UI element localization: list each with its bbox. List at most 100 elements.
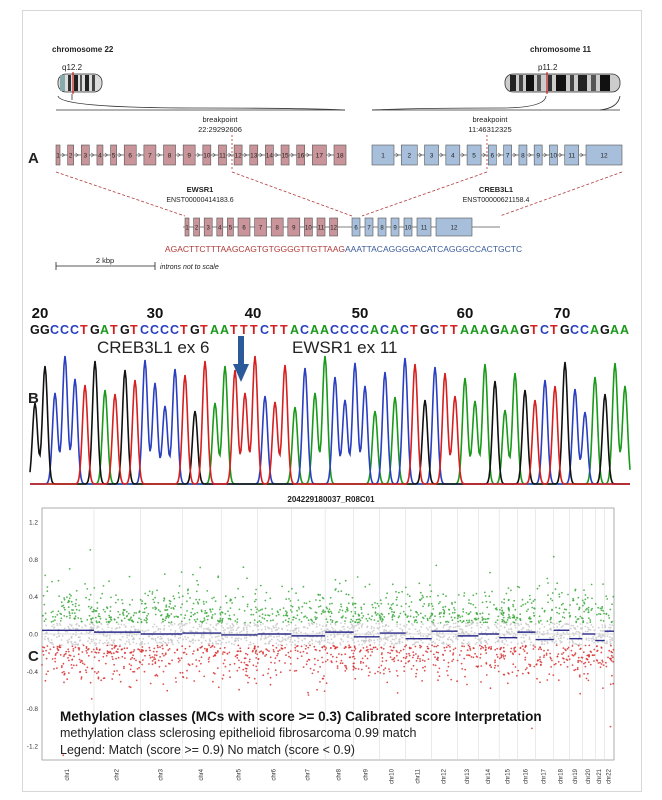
ewsr1-exon: [265, 144, 274, 166]
creb3l1-exon: [466, 144, 482, 166]
methylation-title: Methylation classes (MCs with score >= 0…: [60, 709, 542, 724]
fusion-creb3l1-exon: [364, 217, 374, 237]
fusion-ewsr1-exon-label: 4: [218, 226, 222, 232]
creb3l1-transcript: ENST00000621158.4: [463, 197, 530, 204]
panel-c-letter: C: [28, 648, 39, 665]
fusion-ewsr1-exon: [193, 217, 200, 237]
creb3l1-exon-label: 12: [600, 153, 608, 160]
creb3l1-exon-label: 2: [407, 153, 411, 160]
creb3l1-exon-label: 11: [568, 153, 575, 160]
creb3l1-exon-label: 6: [491, 153, 495, 160]
creb3l1-exon: [533, 144, 543, 166]
ewsr1-gene-track: 1 2 3 4 5 6 7 8 9 10 11 12 13 14 15 16 17 18: [55, 144, 347, 166]
chr22-ideogram: [57, 72, 103, 94]
chr22-band: q12.2: [62, 63, 83, 72]
ewsr1-exon-label: 6: [128, 153, 132, 160]
fusion-ewsr1-exon-label: 1: [185, 226, 189, 232]
fusion-ewsr1-exon-label: 7: [259, 226, 263, 232]
methylation-result: methylation class sclerosing epithelioid…: [60, 726, 417, 740]
creb3l1-exon: [503, 144, 512, 166]
ewsr1-exon: [67, 144, 74, 166]
fusion-creb3l1-exon: [403, 217, 413, 237]
bp22-title: breakpoint: [202, 115, 238, 124]
ewsr1-exon: [182, 144, 196, 166]
ewsr1-exon: [123, 144, 137, 166]
fusion-ewsr1-exon-label: 3: [207, 226, 211, 232]
fusion-ewsr1-exon: [329, 217, 338, 237]
ewsr1-exon: [312, 144, 327, 166]
fusion-ewsr1-exon: [227, 217, 234, 237]
fusion-creb3l1-exon-label: 8: [380, 226, 384, 232]
panel-b-letter: B: [28, 390, 39, 407]
ewsr1-exon: [280, 144, 290, 166]
ewsr1-exon-label: 12: [235, 153, 243, 160]
methylation-legend: Legend: Match (score >= 0.9) No match (s…: [60, 743, 355, 757]
ewsr1-exon-label: 16: [297, 153, 305, 160]
panel-a-letter: A: [28, 150, 39, 167]
creb3l1-exon: [564, 144, 580, 166]
junction-seq-left: AGACTTCTTTAAGCAGTGTGGGGTTGTTAAG: [165, 244, 345, 254]
creb3l1-exon-label: 4: [451, 153, 455, 160]
bp22-coord: 22:29292606: [198, 125, 242, 134]
fusion-ewsr1-exon-label: 8: [276, 226, 280, 232]
bp11-coord: 11:46312325: [468, 125, 511, 134]
creb3l1-exon: [371, 144, 395, 166]
ewsr1-exon: [296, 144, 306, 166]
ewsr1-exon-label: 8: [168, 153, 172, 160]
chr11-label: chromosome 11: [530, 45, 591, 54]
fusion-creb3l1-exon: [390, 217, 400, 237]
creb3l1-exon: [445, 144, 461, 166]
creb3l1-exon: [518, 144, 528, 166]
fusion-ewsr1-exon-label: 11: [318, 226, 325, 232]
ewsr1-exon: [55, 144, 61, 166]
ewsr1-exon-label: 9: [187, 153, 191, 160]
fusion-creb3l1-exon-label: 6: [354, 226, 358, 232]
ewsr1-exon-label: 18: [336, 153, 344, 160]
fusion-ewsr1-exon-label: 2: [195, 226, 199, 232]
ewsr1-exon: [333, 144, 347, 166]
fusion-ewsr1-exon: [203, 217, 213, 237]
fusion-ewsr1-exon: [254, 217, 267, 237]
scale-note: introns not to scale: [160, 264, 219, 271]
ewsr1-exon: [202, 144, 212, 166]
ewsr1-exon-label: EWSR1 ex 11: [292, 338, 398, 357]
ewsr1-exon-label: 10: [203, 153, 211, 160]
fusion-ewsr1-exon-label: 5: [229, 226, 233, 232]
ewsr1-name: EWSR1: [187, 185, 214, 194]
fusion-creb3l1-exon-label: 10: [405, 226, 412, 232]
ewsr1-exon-label: 17: [316, 153, 324, 160]
ewsr1-exon: [80, 144, 90, 166]
creb3l1-exon-label: 10: [550, 153, 558, 160]
creb3l1-exon-label: 3: [430, 153, 434, 160]
chr11-band: p11.2: [538, 63, 558, 72]
fusion-ewsr1-exon: [304, 217, 313, 237]
bp11-title: breakpoint: [472, 115, 508, 124]
chr22-label: chromosome 22: [52, 45, 114, 54]
ewsr1-exon: [218, 144, 227, 166]
methylation-summary: Methylation classes (MCs with score >= 0…: [60, 708, 580, 759]
fusion-ewsr1-exon: [184, 217, 190, 237]
fusion-ewsr1-exon: [287, 217, 301, 237]
creb3l1-exon-label: 8: [521, 153, 525, 160]
fusion-creb3l1-exon: [435, 217, 473, 237]
fusion-creb3l1-exon-label: 7: [367, 226, 371, 232]
creb3l1-exon-label: 7: [506, 153, 510, 160]
fusion-transcript-track: 1 2 3 4 5 6 7 8 9 10 11 12 6 7 8 9 10 11 12: [183, 217, 500, 237]
creb3l1-exon-label: 9: [536, 153, 540, 160]
ewsr1-exon: [163, 144, 176, 166]
ewsr1-exon-label: 13: [250, 153, 258, 160]
creb3l1-exon: [585, 144, 623, 166]
fusion-ewsr1-exon-label: 10: [305, 226, 312, 232]
gene-fusion-diagram: chromosome 22 q12.2 chromosome 11 p11.2 …: [52, 45, 623, 271]
fusion-creb3l1-exon: [377, 217, 387, 237]
scale-label: 2 kbp: [96, 256, 114, 265]
creb3l1-exon: [488, 144, 497, 166]
fusion-creb3l1-exon-label: 12: [451, 226, 458, 232]
creb3l1-exon: [549, 144, 558, 166]
ewsr1-exon: [143, 144, 157, 166]
creb3l1-exon: [400, 144, 418, 166]
creb3l1-exon-label: CREB3L1 ex 6: [97, 338, 210, 357]
fusion-creb3l1-exon-label: 9: [393, 226, 397, 232]
creb3l1-exon-label: 5: [472, 153, 476, 160]
fusion-ewsr1-exon-label: 9: [292, 226, 296, 232]
